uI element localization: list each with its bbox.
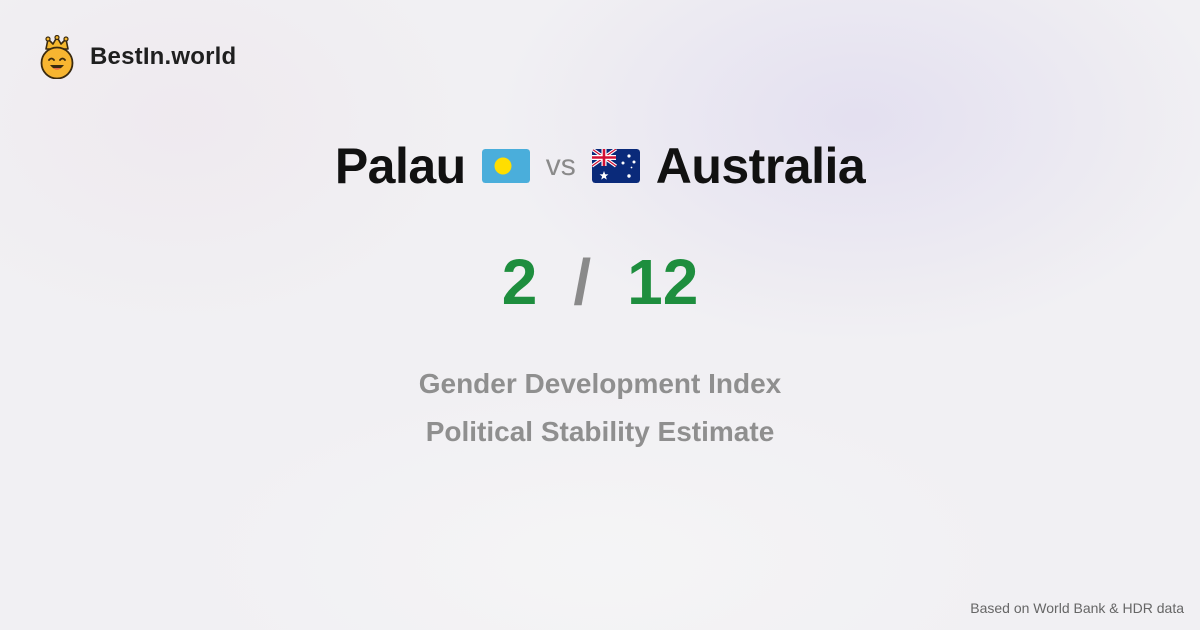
right-score: 12 <box>627 246 699 318</box>
score-separator: / <box>573 246 592 318</box>
comparison-title: Palau vs Australia <box>0 134 1200 198</box>
australia-flag-icon <box>591 149 640 183</box>
crowned-smiley-icon <box>40 35 74 79</box>
metric-list: Gender Development Index Political Stabi… <box>0 362 1200 458</box>
score-comparison: 2 / 12 <box>0 244 1200 320</box>
metric-label: Gender Development Index <box>418 368 782 399</box>
right-country-name: Australia <box>655 138 866 194</box>
data-source-note: Based on World Bank & HDR data <box>970 600 1184 616</box>
left-score: 2 <box>501 246 538 318</box>
brand-logo[interactable]: BestIn.world <box>38 35 236 79</box>
metric-label: Political Stability Estimate <box>425 416 775 447</box>
brand-name: BestIn.world <box>90 43 237 70</box>
left-country-name: Palau <box>334 138 466 194</box>
vs-label: vs <box>545 149 576 182</box>
palau-flag-icon <box>481 149 530 183</box>
